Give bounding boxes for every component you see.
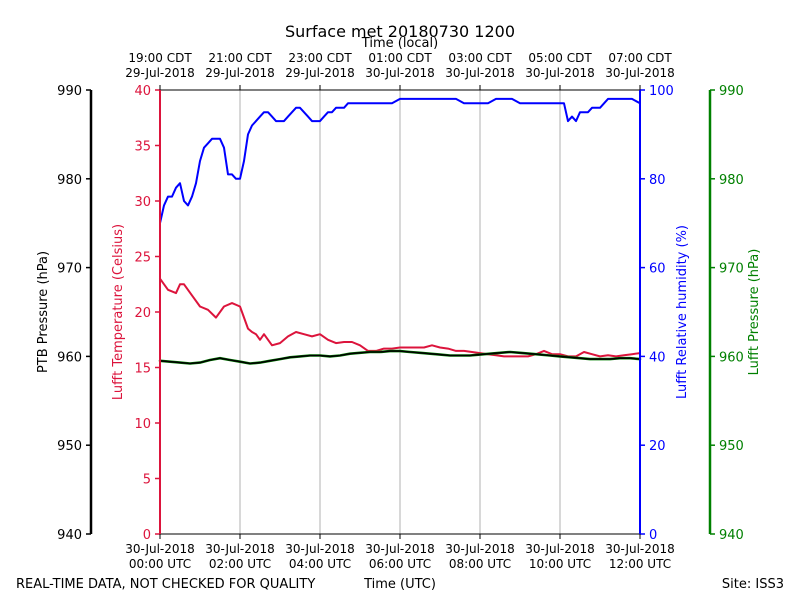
- x-tick-label-local-date: 30-Jul-2018: [525, 66, 595, 80]
- axis-tick-label-ptb: 990: [57, 84, 82, 99]
- x-tick-label-utc-date: 30-Jul-2018: [365, 542, 435, 556]
- x-tick-label-utc-time: 00:00 UTC: [129, 557, 191, 571]
- x-tick-label-local-time: 05:00 CDT: [528, 51, 592, 65]
- x-tick-label-utc-date: 30-Jul-2018: [525, 542, 595, 556]
- x-tick-label-local-time: 19:00 CDT: [128, 51, 192, 65]
- x-tick-label-local-date: 29-Jul-2018: [125, 66, 195, 80]
- bottom-axis-label: Time (UTC): [363, 577, 436, 592]
- series-layer: [158, 97, 642, 365]
- axis-tick-label-ptb: 980: [57, 173, 82, 188]
- axis-tick-label-temp: 0: [143, 528, 151, 543]
- axis-label-rh: Lufft Relative humidity (%): [675, 225, 690, 399]
- x-tick-label-local-date: 30-Jul-2018: [365, 66, 435, 80]
- axis-tick-label-temp: 25: [134, 251, 151, 266]
- x-tick-label-local-date: 29-Jul-2018: [285, 66, 355, 80]
- x-tick-label-utc-time: 04:00 UTC: [289, 557, 351, 571]
- axis-label-temp: Lufft Temperature (Celsius): [111, 224, 126, 400]
- site-label: Site: ISS3: [722, 577, 784, 592]
- axis-tick-label-temp: 10: [134, 417, 151, 432]
- x-tick-label-utc-time: 12:00 UTC: [609, 557, 671, 571]
- axis-tick-label-rh: 80: [649, 173, 666, 188]
- x-tick-label-local-date: 30-Jul-2018: [445, 66, 515, 80]
- x-tick-label-utc-time: 06:00 UTC: [369, 557, 431, 571]
- axis-tick-label-temp: 15: [134, 362, 151, 377]
- axis-tick-label-lp: 970: [719, 262, 744, 277]
- axis-tick-label-temp: 20: [134, 306, 151, 321]
- axis-tick-label-rh: 0: [649, 528, 657, 543]
- x-tick-label-local-date: 29-Jul-2018: [205, 66, 275, 80]
- axis-tick-label-lp: 960: [719, 350, 744, 365]
- axis-tick-label-ptb: 970: [57, 262, 82, 277]
- x-tick-label-utc-time: 10:00 UTC: [529, 557, 591, 571]
- x-tick-label-utc-date: 30-Jul-2018: [125, 542, 195, 556]
- axis-tick-label-ptb: 950: [57, 439, 82, 454]
- axis-tick-label-lp: 980: [719, 173, 744, 188]
- axis-label-ptb: PTB Pressure (hPa): [36, 251, 51, 373]
- series-line-ptb: [159, 350, 641, 365]
- axis-tick-label-lp: 940: [719, 528, 744, 543]
- axis-tick-label-rh: 20: [649, 439, 666, 454]
- axis-tick-label-ptb: 960: [57, 350, 82, 365]
- x-tick-label-utc-date: 30-Jul-2018: [285, 542, 355, 556]
- series-line-temp: [159, 277, 641, 358]
- x-tick-label-local-time: 01:00 CDT: [368, 51, 432, 65]
- chart-title: Surface met 20180730 1200: [285, 22, 515, 41]
- x-tick-label-local-time: 03:00 CDT: [448, 51, 512, 65]
- top-axis-label: Time (local): [361, 36, 438, 51]
- axis-tick-label-lp: 950: [719, 439, 744, 454]
- x-tick-label-local-time: 07:00 CDT: [608, 51, 672, 65]
- axis-tick-label-rh: 100: [649, 84, 674, 99]
- series-line-rh: [159, 97, 641, 225]
- axis-tick-label-lp: 990: [719, 84, 744, 99]
- x-tick-label-utc-time: 02:00 UTC: [209, 557, 271, 571]
- x-tick-label-local-time: 23:00 CDT: [288, 51, 352, 65]
- vertical-gridlines: [239, 90, 561, 534]
- axis-tick-label-temp: 30: [134, 195, 151, 210]
- x-tick-label-utc-time: 08:00 UTC: [449, 557, 511, 571]
- x-tick-label-local-date: 30-Jul-2018: [605, 66, 675, 80]
- axis-tick-label-temp: 5: [143, 473, 151, 488]
- axis-tick-label-temp: 40: [134, 84, 151, 99]
- x-tick-label-utc-date: 30-Jul-2018: [205, 542, 275, 556]
- footer-quality-note: REAL-TIME DATA, NOT CHECKED FOR QUALITY: [16, 577, 315, 592]
- axis-tick-label-rh: 60: [649, 262, 666, 277]
- axes-layer: 940 950 960 970 980 990 PTB Pressure (hPa) 0 5 10…: [36, 84, 762, 543]
- axis-tick-label-rh: 40: [649, 350, 666, 365]
- axis-tick-label-temp: 35: [134, 140, 151, 155]
- x-tick-label-utc-date: 30-Jul-2018: [605, 542, 675, 556]
- axis-label-lp: Lufft Pressure (hPa): [747, 249, 762, 376]
- x-tick-label-local-time: 21:00 CDT: [208, 51, 272, 65]
- axis-tick-label-ptb: 940: [57, 528, 82, 543]
- x-tick-label-utc-date: 30-Jul-2018: [445, 542, 515, 556]
